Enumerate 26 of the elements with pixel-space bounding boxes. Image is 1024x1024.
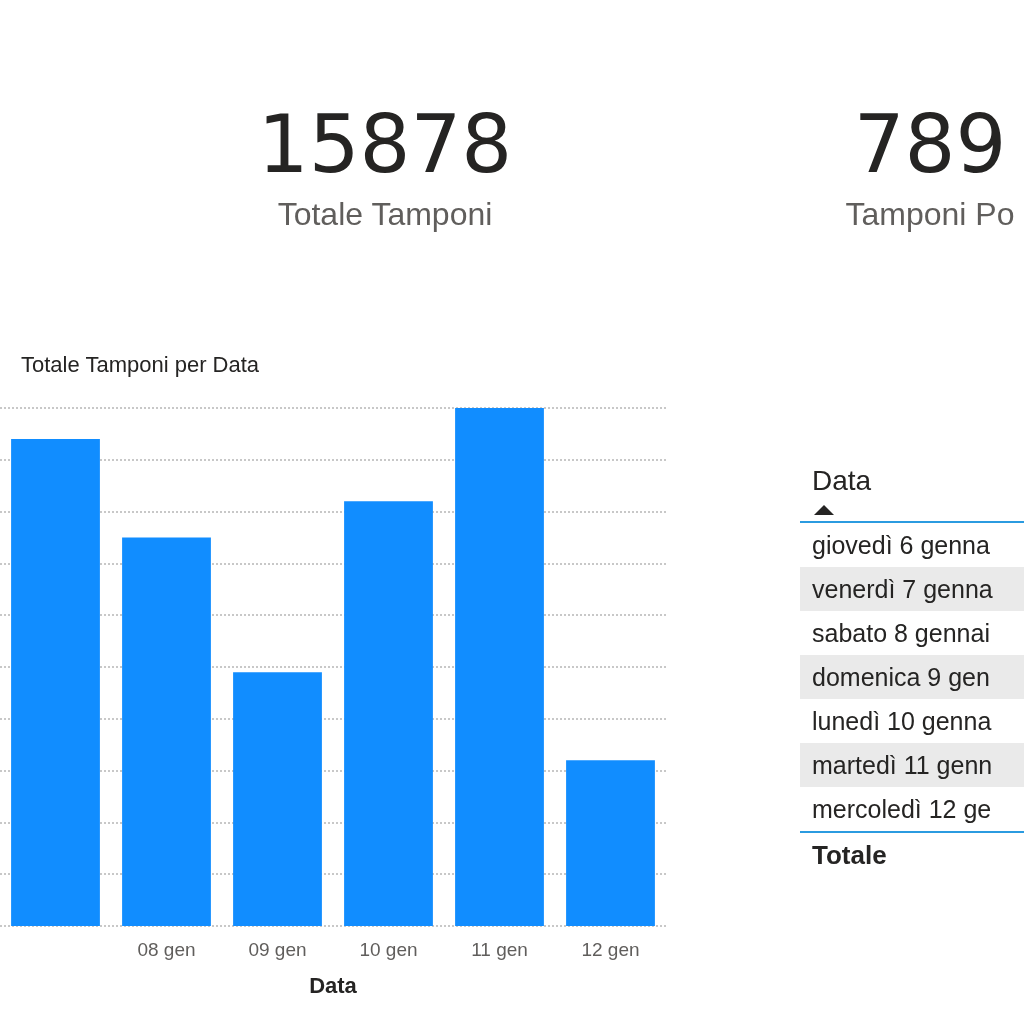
x-tick-label: 10 gen bbox=[359, 939, 418, 960]
text: sabato 8 gennai bbox=[811, 618, 991, 649]
bar bbox=[344, 501, 433, 926]
text: Totale bbox=[800, 831, 1024, 877]
bar bbox=[566, 760, 655, 926]
x-tick-label: 12 gen bbox=[581, 939, 640, 960]
bar bbox=[11, 439, 100, 926]
text: Tamponi Po bbox=[844, 196, 1016, 233]
text: Data bbox=[812, 465, 873, 497]
chart-title: Totale Tamponi per Data bbox=[21, 351, 260, 377]
x-axis-title: Data bbox=[309, 972, 358, 998]
text: domenica 9 gen bbox=[800, 655, 1024, 699]
x-tick-label: 11 gen bbox=[471, 939, 528, 960]
bar bbox=[233, 672, 322, 926]
text: 15878 bbox=[256, 98, 514, 191]
bar bbox=[122, 537, 211, 926]
text: mercoledì 12 ge bbox=[811, 794, 993, 825]
text: 789 bbox=[852, 98, 1008, 191]
text: lunedì 10 genna bbox=[811, 706, 993, 737]
x-tick-label: 08 gen bbox=[137, 939, 196, 960]
text: venerdì 7 genna bbox=[800, 567, 1024, 611]
text: martedì 11 genn bbox=[800, 743, 1024, 787]
text: giovedì 6 genna bbox=[811, 530, 991, 561]
x-tick-label: 09 gen bbox=[248, 939, 307, 960]
bar bbox=[455, 408, 544, 926]
text: Totale Tamponi bbox=[276, 196, 494, 233]
